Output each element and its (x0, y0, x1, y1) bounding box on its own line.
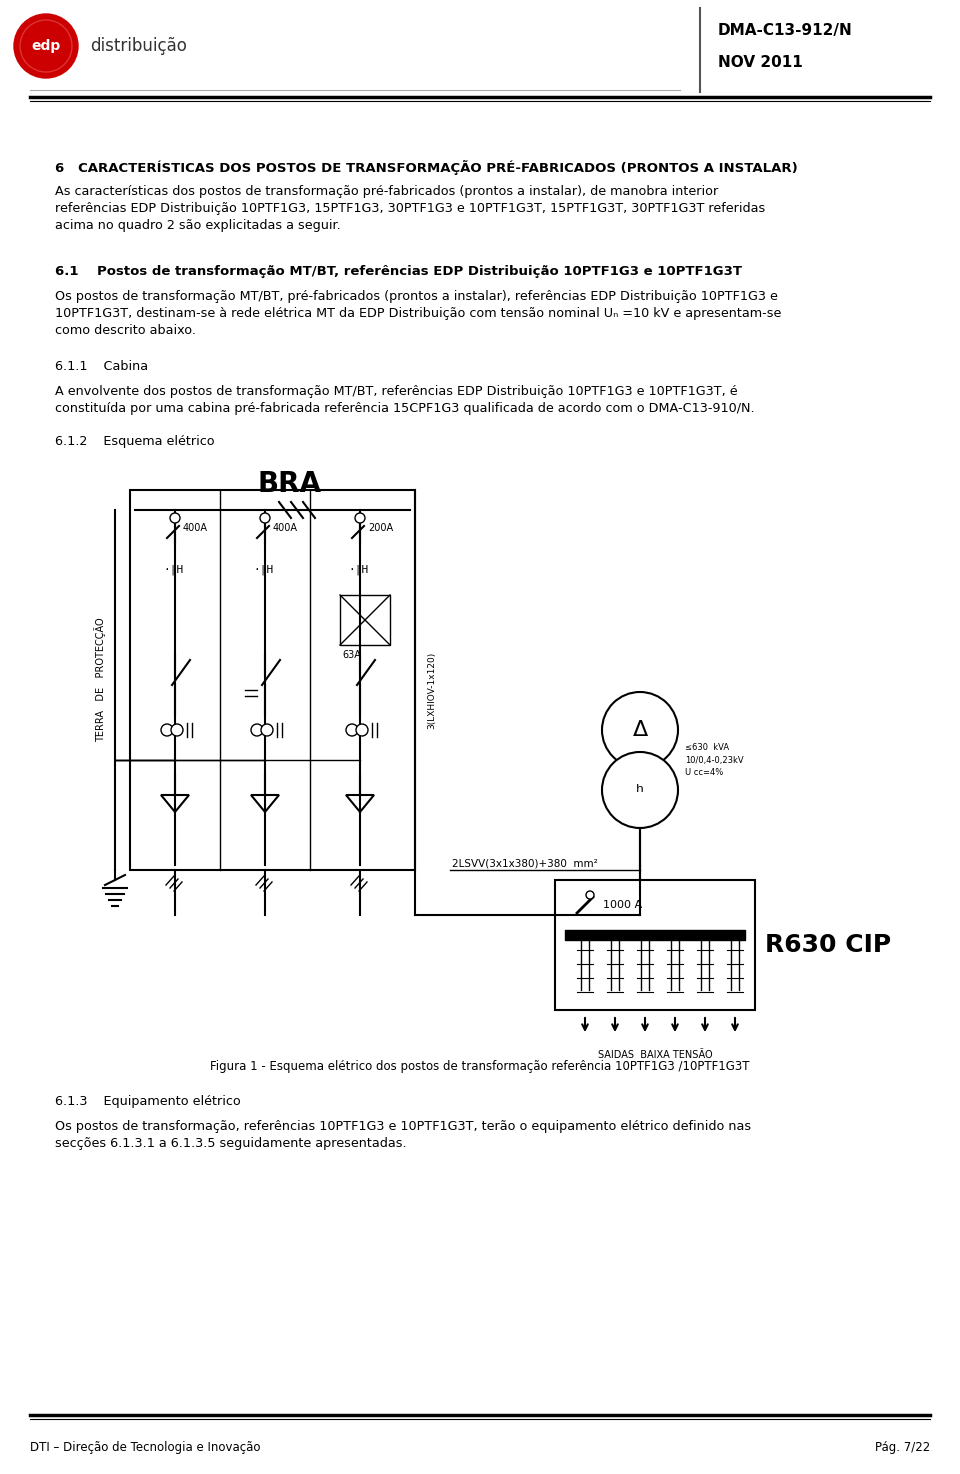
Text: Pág. 7/22: Pág. 7/22 (875, 1442, 930, 1455)
Text: 200A: 200A (368, 523, 394, 534)
Circle shape (161, 724, 173, 736)
Text: 400A: 400A (183, 523, 208, 534)
Text: 6.1.2    Esquema elétrico: 6.1.2 Esquema elétrico (55, 435, 215, 448)
Polygon shape (346, 794, 374, 812)
Text: 3(LXHIOV-1x120): 3(LXHIOV-1x120) (427, 652, 436, 728)
Text: ·|H: ·|H (348, 565, 369, 575)
Circle shape (355, 513, 365, 523)
Text: 10PTF1G3T, destinam-se à rede elétrica MT da EDP Distribuição com tensão nominal: 10PTF1G3T, destinam-se à rede elétrica M… (55, 307, 781, 320)
Text: Δ: Δ (633, 719, 648, 740)
Text: DMA-C13-912/N: DMA-C13-912/N (718, 22, 852, 37)
Text: R630 CIP: R630 CIP (765, 933, 891, 957)
Text: Figura 1 - Esquema elétrico dos postos de transformação referência 10PTF1G3 /10P: Figura 1 - Esquema elétrico dos postos d… (210, 1060, 750, 1073)
Polygon shape (251, 794, 279, 812)
Bar (340, 595, 390, 646)
Text: secções 6.1.3.1 a 6.1.3.5 seguidamente apresentadas.: secções 6.1.3.1 a 6.1.3.5 seguidamente a… (55, 1136, 407, 1150)
Polygon shape (161, 794, 189, 812)
Circle shape (346, 724, 358, 736)
Text: Os postos de transformação MT/BT, pré-fabricados (prontos a instalar), referênci: Os postos de transformação MT/BT, pré-fa… (55, 290, 778, 304)
Text: 6   CARACTERÍSTICAS DOS POSTOS DE TRANSFORMAÇÃO PRÉ-FABRICADOS (PRONTOS A INSTAL: 6 CARACTERÍSTICAS DOS POSTOS DE TRANSFOR… (55, 161, 798, 175)
Circle shape (251, 724, 263, 736)
Text: SAIDAS  BAIXA TENSÃO: SAIDAS BAIXA TENSÃO (598, 1049, 712, 1060)
Text: 6.1.1    Cabina: 6.1.1 Cabina (55, 360, 148, 373)
Circle shape (260, 513, 270, 523)
Text: 2LSVV(3x1x380)+380  mm²: 2LSVV(3x1x380)+380 mm² (452, 858, 598, 868)
Text: como descrito abaixo.: como descrito abaixo. (55, 324, 196, 338)
Text: constituída por uma cabina pré-fabricada referência 15CPF1G3 qualificada de acor: constituída por uma cabina pré-fabricada… (55, 402, 755, 416)
Text: acima no quadro 2 são explicitadas a seguir.: acima no quadro 2 são explicitadas a seg… (55, 220, 341, 231)
Text: ≤630  kVA
10/0,4-0,23kV
U cc=4%: ≤630 kVA 10/0,4-0,23kV U cc=4% (685, 743, 744, 777)
Circle shape (261, 724, 273, 736)
Text: edp: edp (32, 38, 60, 53)
Text: A envolvente dos postos de transformação MT/BT, referências EDP Distribuição 10P: A envolvente dos postos de transformação… (55, 385, 737, 398)
Text: ʰ: ʰ (636, 783, 644, 802)
Text: Os postos de transformação, referências 10PTF1G3 e 10PTF1G3T, terão o equipament: Os postos de transformação, referências … (55, 1120, 751, 1134)
Text: 6.1    Postos de transformação MT/BT, referências EDP Distribuição 10PTF1G3 e 10: 6.1 Postos de transformação MT/BT, refer… (55, 265, 742, 279)
Circle shape (356, 724, 368, 736)
Circle shape (602, 691, 678, 768)
Circle shape (170, 513, 180, 523)
Text: As características dos postos de transformação pré-fabricados (prontos a instala: As características dos postos de transfo… (55, 186, 718, 198)
Circle shape (586, 890, 594, 899)
Circle shape (602, 752, 678, 828)
Text: ·|H: ·|H (163, 565, 183, 575)
Text: 400A: 400A (273, 523, 298, 534)
Text: DTI – Direção de Tecnologia e Inovação: DTI – Direção de Tecnologia e Inovação (30, 1442, 260, 1455)
Text: TERRA   DE   PROTECÇÃO: TERRA DE PROTECÇÃO (94, 618, 106, 743)
Text: distribuição: distribuição (90, 37, 187, 55)
Circle shape (14, 13, 78, 78)
Text: BRA: BRA (258, 470, 322, 498)
Bar (555, 880, 755, 1010)
Text: NOV 2011: NOV 2011 (718, 55, 803, 69)
Text: 6.1.3    Equipamento elétrico: 6.1.3 Equipamento elétrico (55, 1095, 241, 1108)
Text: 1000 A: 1000 A (603, 901, 642, 909)
Text: referências EDP Distribuição 10PTF1G3, 15PTF1G3, 30PTF1G3 e 10PTF1G3T, 15PTF1G3T: referências EDP Distribuição 10PTF1G3, 1… (55, 202, 765, 215)
Text: 63A: 63A (342, 650, 361, 660)
Circle shape (171, 724, 183, 736)
Bar (130, 489, 415, 870)
Text: ·|H: ·|H (253, 565, 274, 575)
